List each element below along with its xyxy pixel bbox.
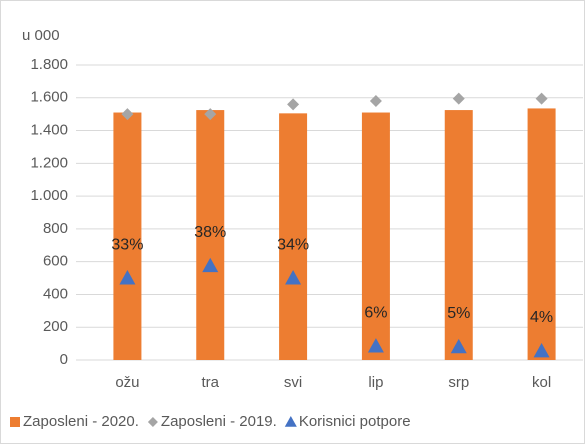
y-tick-label: 0 xyxy=(60,351,68,368)
triangle-marker xyxy=(450,338,467,354)
triangle-marker xyxy=(202,257,219,273)
legend-label: Zaposleni - 2020. xyxy=(23,413,139,430)
point-label: 5% xyxy=(447,305,470,322)
bar xyxy=(444,110,473,360)
y-tick-label: 1.800 xyxy=(30,56,68,73)
x-tick-label: svi xyxy=(284,374,302,391)
x-tick-label: kol xyxy=(532,374,551,391)
y-tick-label: 1.600 xyxy=(30,89,68,106)
triangle-marker xyxy=(285,270,302,285)
x-tick-label: lip xyxy=(368,374,383,391)
bar xyxy=(196,110,225,360)
triangle-marker xyxy=(119,270,136,285)
y-tick-label: 800 xyxy=(43,220,68,237)
axis-unit: u 000 xyxy=(22,27,60,44)
point-label: 34% xyxy=(277,236,309,253)
legend-swatch xyxy=(10,417,20,427)
y-tick-label: 1.200 xyxy=(30,154,68,171)
diamond-marker xyxy=(204,108,217,121)
legend-label: Zaposleni - 2019. xyxy=(161,413,277,430)
diamond-marker xyxy=(287,98,300,111)
bar xyxy=(279,113,308,360)
y-tick-label: 1.000 xyxy=(30,187,68,204)
point-label: 4% xyxy=(530,309,553,326)
triangle-marker xyxy=(533,342,550,358)
legend-label: Korisnici potpore xyxy=(299,413,411,430)
bar xyxy=(113,112,142,361)
y-tick-label: 600 xyxy=(43,253,68,270)
y-tick-label: 1.400 xyxy=(30,122,68,139)
triangle-marker xyxy=(367,338,384,353)
y-tick-label: 400 xyxy=(43,285,68,302)
point-label: 38% xyxy=(194,224,226,241)
x-tick-label: ožu xyxy=(115,374,139,391)
bar xyxy=(527,108,556,360)
legend-swatch xyxy=(284,416,297,427)
x-tick-label: tra xyxy=(201,374,219,391)
point-label: 6% xyxy=(364,304,387,321)
legend-swatch xyxy=(147,417,158,427)
bar xyxy=(361,112,390,361)
diamond-marker xyxy=(369,95,382,108)
y-tick-label: 200 xyxy=(43,318,68,335)
diamond-marker xyxy=(535,92,548,105)
x-tick-label: srp xyxy=(448,374,469,391)
diamond-marker xyxy=(121,108,134,121)
diamond-marker xyxy=(452,92,465,105)
point-label: 33% xyxy=(111,236,143,253)
